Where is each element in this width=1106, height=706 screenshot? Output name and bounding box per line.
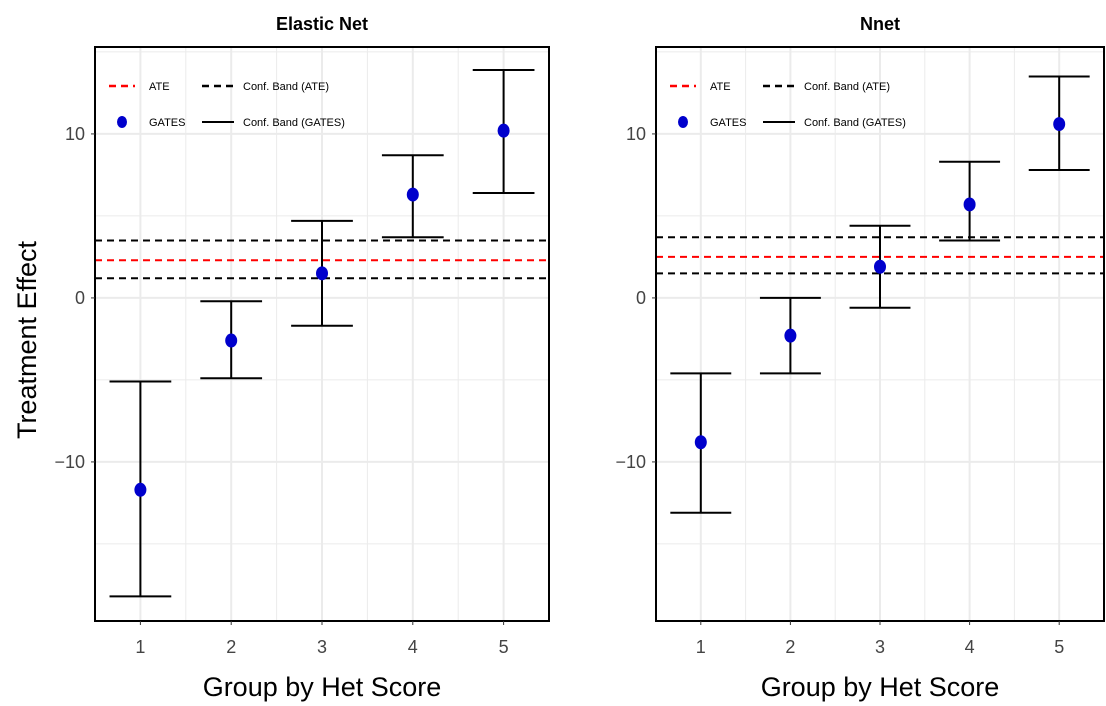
ate-lines [656, 236, 1104, 275]
x-tick-label: 3 [317, 637, 327, 657]
axis-ticks: −10 0 10 1 2 3 4 5 [54, 124, 508, 657]
gates-point [406, 187, 419, 202]
grid [655, 47, 1105, 621]
gates-point [316, 266, 328, 281]
ate-lines [95, 239, 549, 280]
legend-conf-band-gates-label: Conf. Band (GATES) [804, 117, 906, 129]
gates-point [694, 435, 707, 450]
chart-title: Nnet [860, 14, 900, 34]
grid [94, 47, 550, 621]
legend-gates-swatch [678, 116, 688, 128]
legend-ate-label: ATE [710, 81, 731, 93]
y-axis-title: Treatment Effect [12, 240, 42, 439]
legend-conf-band-gates-label: Conf. Band (GATES) [243, 117, 345, 129]
y-tick-label: −10 [615, 452, 646, 472]
legend-gates-swatch [117, 116, 127, 128]
gates-point [1053, 117, 1066, 132]
x-axis-title: Group by Het Score [203, 672, 442, 702]
x-tick-label: 2 [226, 637, 236, 657]
legend-conf-band-ate-label: Conf. Band (ATE) [243, 81, 329, 93]
x-tick-label: 5 [1054, 637, 1064, 657]
axis-ticks: −10 0 10 1 2 3 4 5 [615, 124, 1064, 657]
y-tick-label: 0 [75, 288, 85, 308]
legend: ATE Conf. Band (ATE) GATES Conf. Band (GATE… [109, 81, 345, 129]
gates-point [497, 123, 510, 138]
gates-marks [670, 75, 1090, 514]
gates-point [784, 328, 797, 343]
x-tick-label: 1 [135, 637, 145, 657]
chart-title: Elastic Net [276, 14, 368, 34]
gates-point [874, 259, 886, 274]
x-tick-label: 1 [696, 637, 706, 657]
legend-gates-label: GATES [710, 117, 746, 129]
y-tick-label: 10 [65, 124, 85, 144]
x-tick-label: 4 [408, 637, 418, 657]
chart-panel-elastic-net: Elastic Net Group by Het Score −10 0 10 1 2 3… [54, 14, 550, 702]
legend-ate-label: ATE [149, 81, 170, 93]
gates-marks [109, 68, 535, 598]
x-tick-label: 5 [499, 637, 509, 657]
y-tick-label: 0 [636, 288, 646, 308]
legend: ATE Conf. Band (ATE) GATES Conf. Band (GATE… [670, 81, 906, 129]
gates-point [963, 197, 976, 212]
legend-gates-label: GATES [149, 117, 185, 129]
gates-point [134, 482, 147, 497]
y-tick-label: −10 [54, 452, 85, 472]
x-tick-label: 3 [875, 637, 885, 657]
x-axis-title: Group by Het Score [761, 672, 1000, 702]
y-tick-label: 10 [626, 124, 646, 144]
legend-conf-band-ate-label: Conf. Band (ATE) [804, 81, 890, 93]
x-tick-label: 4 [965, 637, 975, 657]
gates-point [225, 333, 238, 348]
x-tick-label: 2 [785, 637, 795, 657]
chart-panel-nnet: Nnet Group by Het Score −10 0 10 1 2 3 4 5 ATE C… [615, 14, 1105, 702]
